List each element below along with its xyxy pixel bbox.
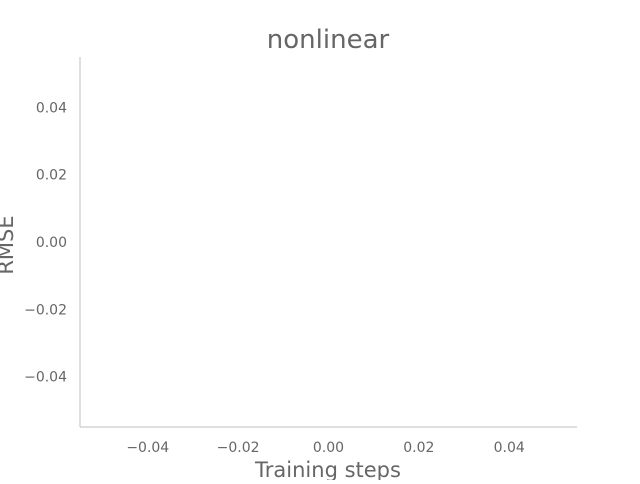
x-tick-label: −0.02 [217, 440, 260, 456]
y-tick-label: −0.02 [24, 302, 67, 318]
x-tick-label: 0.02 [403, 440, 434, 456]
y-tick-label: −0.04 [24, 370, 67, 386]
y-tick-labels: −0.04 −0.02 0.00 0.02 0.04 [24, 100, 67, 385]
y-tick-label: 0.00 [36, 235, 67, 251]
x-tick-labels: −0.04 −0.02 0.00 0.02 0.04 [126, 440, 525, 456]
chart-title: nonlinear [267, 25, 390, 55]
x-tick-label: 0.04 [494, 440, 525, 456]
y-tick-label: 0.02 [36, 168, 67, 184]
y-tick-label: 0.04 [36, 100, 67, 116]
y-axis-label: RMSE [0, 215, 18, 274]
x-tick-label: 0.00 [313, 440, 344, 456]
x-tick-label: −0.04 [126, 440, 169, 456]
x-axis-label: Training steps [254, 458, 401, 480]
